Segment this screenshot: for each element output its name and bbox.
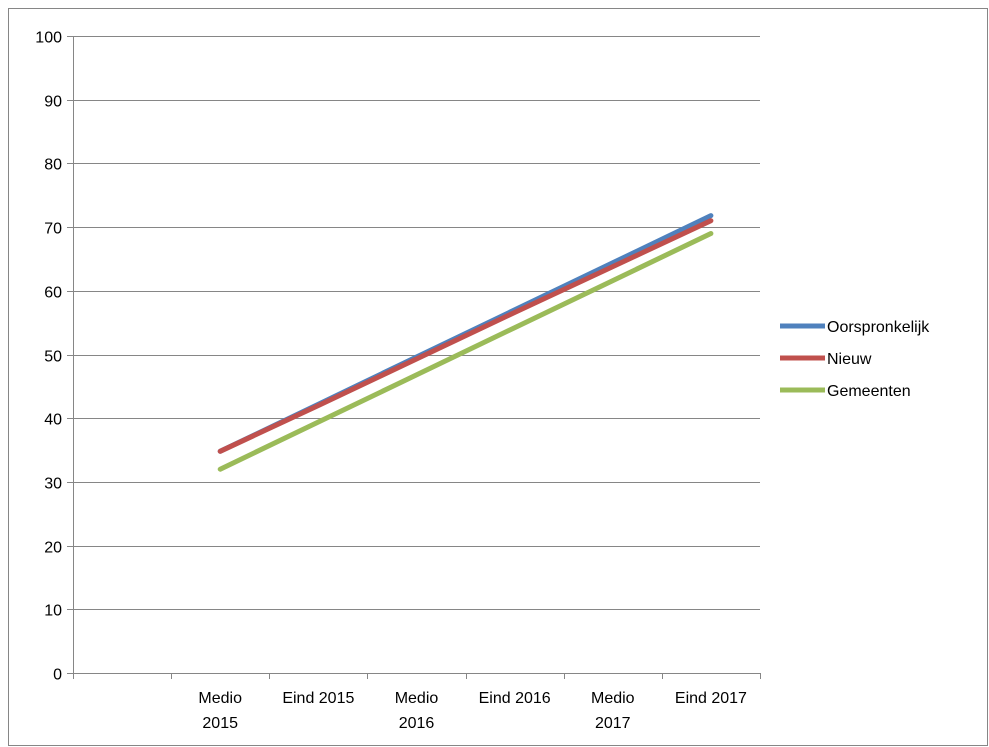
y-tick-label: 0 (53, 667, 62, 684)
gridlines (73, 36, 760, 610)
y-tick-label: 70 (44, 221, 62, 238)
x-tick-labels: Medio 2015 Eind 2015 Medio 2016 Eind 2016 Medi… (198, 690, 747, 732)
series-line-gemeenten (217, 231, 714, 472)
series-lines (217, 213, 714, 472)
y-tick-label: 100 (35, 30, 62, 47)
x-tick-label: 2015 (202, 715, 238, 732)
y-tick-label: 80 (44, 157, 62, 174)
x-tick-label: Medio (395, 690, 439, 707)
y-tick-label: 60 (44, 285, 62, 302)
x-tick-label: Eind 2016 (479, 690, 551, 707)
x-tick-label: Eind 2015 (282, 690, 354, 707)
chart-frame (8, 8, 988, 746)
x-tick-label: Medio (591, 690, 635, 707)
legend-label-nieuw: Nieuw (827, 351, 872, 368)
x-tick-label: 2016 (399, 715, 435, 732)
legend-label-gemeenten: Gemeenten (827, 383, 911, 400)
y-tick-label: 30 (44, 476, 62, 493)
series-line-nieuw (217, 218, 714, 454)
y-tick-label: 90 (44, 94, 62, 111)
x-tick-label: Medio (198, 690, 242, 707)
y-tick-label: 10 (44, 603, 62, 620)
axes (67, 36, 761, 679)
x-tick-label: Eind 2017 (675, 690, 747, 707)
y-tick-label: 40 (44, 412, 62, 429)
y-tick-label: 50 (44, 349, 62, 366)
legend-label-oorspronkelijk: Oorspronkelijk (827, 319, 930, 336)
x-tick-label: 2017 (595, 715, 631, 732)
legend: Oorspronkelijk Nieuw Gemeenten (780, 319, 930, 400)
y-tick-label: 20 (44, 540, 62, 557)
y-tick-labels: 0 10 20 30 40 50 60 70 80 90 100 (35, 30, 62, 684)
